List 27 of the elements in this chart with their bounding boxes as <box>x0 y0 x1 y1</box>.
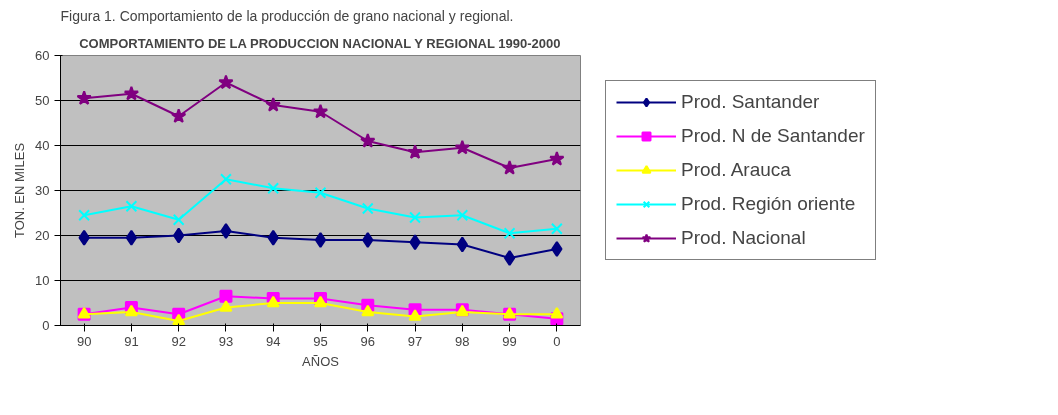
x-tick-label: 92 <box>171 333 186 349</box>
text: Figura 1. Comportamiento de la producción de grano nacional y regional. <box>60 7 514 24</box>
legend-label: Prod. N de Santander <box>681 125 865 147</box>
x-tick-label: 0 <box>553 333 561 349</box>
y-tick-label: 0 <box>42 318 50 333</box>
chart-title: COMPORTAMIENTO DE LA PRODUCCION NACIONAL Y REGIONAL 1990-2000 <box>79 35 561 51</box>
x-tick-label: 99 <box>502 333 517 349</box>
x-tick-label: 94 <box>266 333 281 349</box>
x-tick-label: 97 <box>407 333 423 349</box>
y-tick-label: 40 <box>35 138 50 153</box>
legend-label: Prod. Región oriente <box>681 193 856 215</box>
legend-label: Prod. Nacional <box>681 227 806 249</box>
y-axis-title: TON. EN MILES <box>12 142 28 239</box>
x-tick-label: 93 <box>218 333 234 349</box>
legend-label: Prod. Arauca <box>681 159 791 181</box>
x-tick-label: 95 <box>313 333 328 349</box>
y-tick-label: 50 <box>35 93 50 108</box>
y-tick-label: 10 <box>35 273 50 288</box>
y-tick-label: 30 <box>35 183 50 198</box>
legend-label: Prod. Santander <box>681 91 820 113</box>
x-tick-label: 91 <box>124 333 139 349</box>
y-tick-label: 60 <box>35 48 50 63</box>
x-tick-label: 96 <box>360 333 376 349</box>
x-tick-label: 90 <box>76 333 92 349</box>
y-tick-label: 20 <box>35 228 50 243</box>
x-axis-title: AÑOS <box>302 353 340 369</box>
x-tick-label: 98 <box>455 333 470 349</box>
